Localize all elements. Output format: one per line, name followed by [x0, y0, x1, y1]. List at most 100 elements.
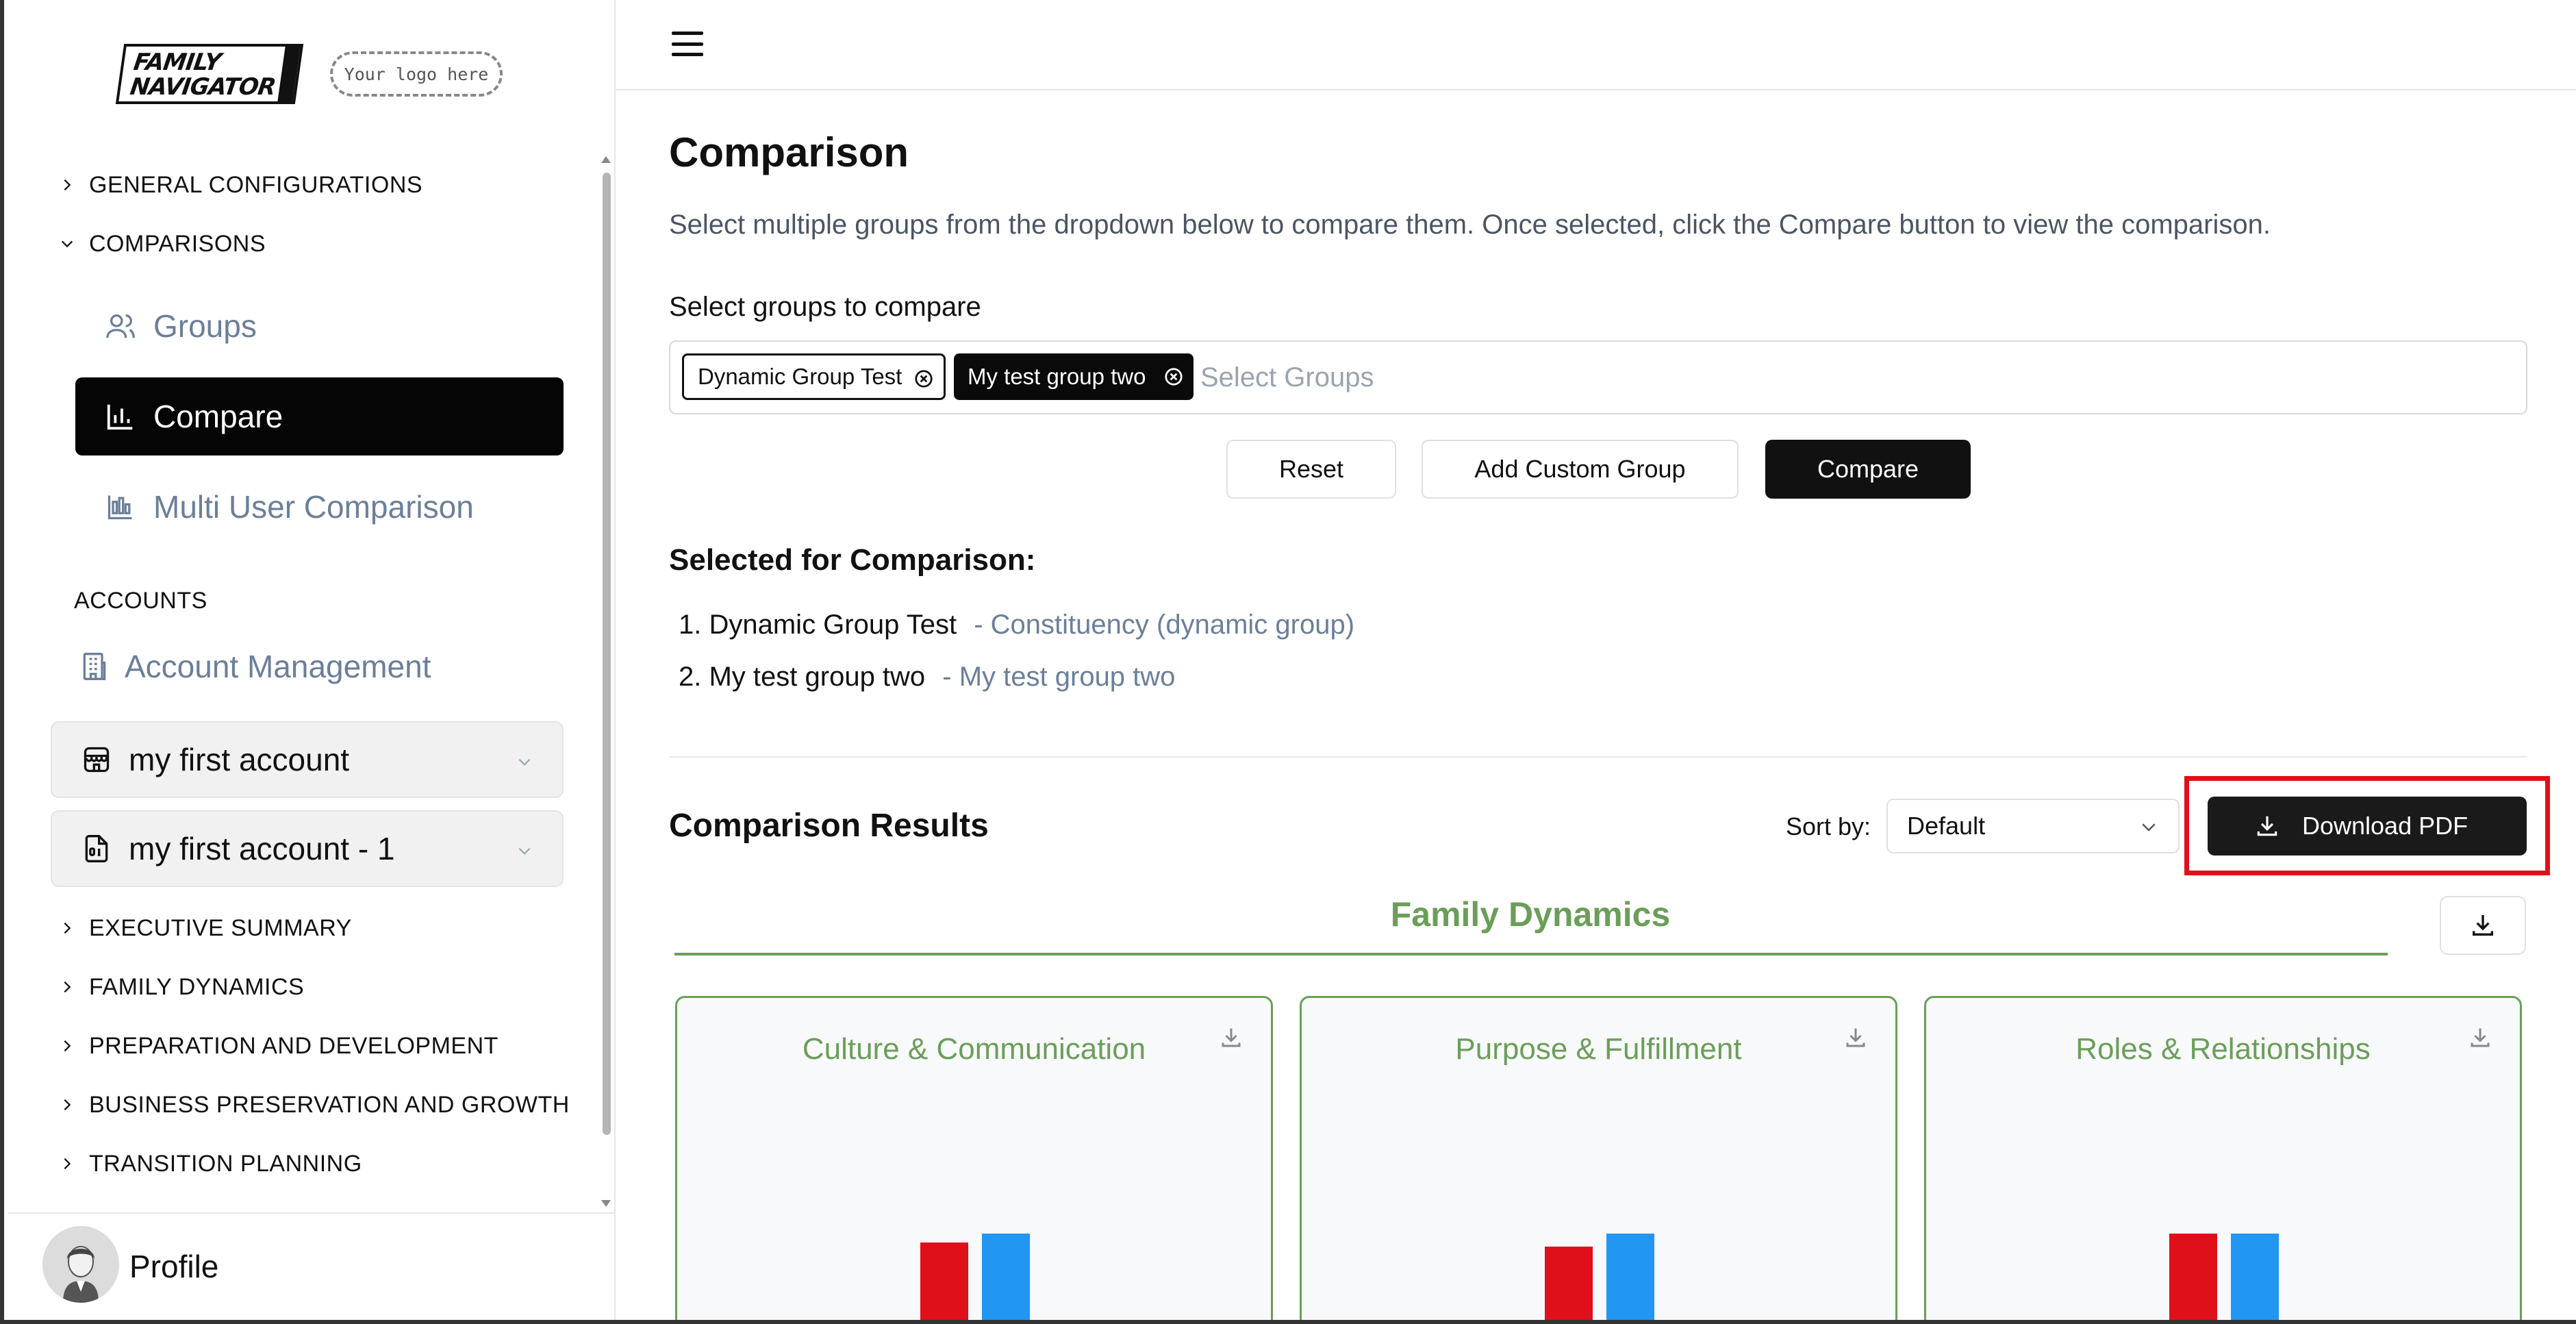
family-dynamics-title: Family Dynamics [1390, 895, 1671, 934]
chart-title: Purpose & Fulfillment [1455, 1032, 1742, 1066]
multi-chart-icon [101, 488, 140, 526]
download-icon[interactable] [1843, 1025, 1868, 1050]
chevron-down-icon [513, 839, 536, 862]
chevron-right-icon [53, 1032, 81, 1060]
selected-chip[interactable]: My test group two [954, 353, 1194, 400]
chip-label: Dynamic Group Test [698, 364, 902, 389]
sidebar-item-label: Groups [153, 308, 257, 344]
highlight-box [2184, 776, 2550, 875]
selected-chip[interactable]: Dynamic Group Test [682, 353, 946, 400]
section-general-configurations[interactable]: GENERAL CONFIGURATIONS [53, 171, 422, 199]
section-preparation-and-development[interactable]: PREPARATION AND DEVELOPMENT [53, 1032, 498, 1060]
sidebar-scrollbar[interactable] [603, 173, 611, 1135]
account-select-label: my first account - 1 [129, 831, 395, 866]
list-index: 1. [679, 610, 702, 640]
users-icon [101, 307, 140, 345]
select-groups-placeholder[interactable]: Select Groups [1200, 362, 1374, 392]
chevron-right-icon [53, 1091, 81, 1119]
sidebar-item-account-management[interactable]: Account Management [75, 647, 431, 686]
chevron-down-icon [513, 750, 536, 773]
section-label: COMPARISONS [89, 230, 266, 257]
sidebar-item-multi-user-comparison[interactable]: Multi User Comparison [75, 468, 564, 546]
group-multiselect[interactable]: Dynamic Group Test My test group two Sel… [669, 340, 2527, 414]
logo-line-2: NAVIGATOR [128, 73, 277, 101]
chip-label: My test group two [968, 364, 1146, 389]
chart-bar: 5 [2231, 1234, 2279, 1320]
chart-bar: 5 [1606, 1234, 1654, 1320]
download-icon [2257, 816, 2277, 836]
group-name: My test group two [709, 662, 926, 692]
section-label: TRANSITION PLANNING [89, 1150, 362, 1177]
logo-placeholder: Your logo here [330, 51, 503, 97]
section-transition-planning[interactable]: TRANSITION PLANNING [53, 1150, 362, 1177]
section-label: FAMILY DYNAMICS [89, 973, 305, 1000]
download-icon[interactable] [1219, 1025, 1243, 1050]
sidebar-item-groups[interactable]: Groups [75, 287, 564, 365]
page-description: Select multiple groups from the dropdown… [669, 210, 2271, 240]
section-divider [669, 756, 2527, 758]
family-dynamics-underline [674, 953, 2388, 955]
chevron-down-icon [2142, 823, 2156, 832]
chart-title: Roles & Relationships [2075, 1032, 2371, 1066]
section-comparisons[interactable]: COMPARISONS [53, 230, 266, 258]
remove-chip-icon[interactable] [1163, 366, 1184, 387]
select-groups-label: Select groups to compare [669, 292, 981, 322]
section-label: GENERAL CONFIGURATIONS [89, 171, 423, 198]
chevron-right-icon [53, 171, 81, 199]
list-item: 2. My test group two - My test group two [679, 651, 1354, 703]
download-icon[interactable] [2468, 1025, 2492, 1050]
add-custom-group-button[interactable]: Add Custom Group [1422, 440, 1739, 499]
list-item: 1. Dynamic Group Test - Constituency (dy… [679, 599, 1354, 651]
top-bar [616, 0, 2576, 90]
download-icon [2473, 915, 2493, 936]
sort-by-select[interactable]: Default [1886, 799, 2180, 853]
group-description: - My test group two [942, 662, 1176, 692]
scroll-down-arrow[interactable] [601, 1200, 611, 1207]
section-family-dynamics[interactable]: FAMILY DYNAMICS [53, 973, 304, 1001]
section-label: BUSINESS PRESERVATION AND GROWTH [89, 1091, 570, 1118]
avatar[interactable] [42, 1226, 119, 1303]
profile-name: Profile [129, 1249, 219, 1284]
account-select-1[interactable]: my first account [51, 721, 564, 798]
chevron-right-icon [53, 1150, 81, 1177]
scroll-up-arrow[interactable] [601, 156, 611, 163]
compare-button[interactable]: Compare [1765, 440, 1971, 499]
selected-groups-list: 1. Dynamic Group Test - Constituency (dy… [679, 599, 1354, 703]
selected-for-comparison-title: Selected for Comparison: [669, 543, 1036, 577]
logo-line-1: FAMILY [131, 49, 223, 76]
sidebar-item-compare[interactable]: Compare [75, 377, 564, 455]
sidebar-item-label: Multi User Comparison [153, 489, 474, 525]
chevron-right-icon [53, 973, 81, 1001]
list-index: 2. [679, 662, 702, 692]
file-binary-icon [78, 830, 115, 867]
hamburger-menu-icon[interactable] [672, 32, 703, 56]
sort-by-value: Default [1907, 812, 1986, 840]
sidebar-item-label: Compare [153, 399, 283, 434]
bar-chart-icon [101, 397, 140, 436]
store-icon [78, 741, 115, 778]
building-icon [75, 647, 114, 686]
download-pdf-button[interactable]: Download PDF [2208, 797, 2527, 855]
group-description: - Constituency (dynamic group) [974, 610, 1355, 640]
profile-footer[interactable]: Profile [8, 1212, 614, 1320]
chart-bar [920, 1242, 968, 1320]
account-select-2[interactable]: my first account - 1 [51, 810, 564, 887]
section-label: PREPARATION AND DEVELOPMENT [89, 1032, 498, 1059]
comparison-results-title: Comparison Results [669, 808, 989, 844]
section-business-preservation-and-growth[interactable]: BUSINESS PRESERVATION AND GROWTH [53, 1091, 570, 1119]
reset-button[interactable]: Reset [1226, 440, 1396, 499]
page-title: Comparison [669, 129, 909, 175]
section-download-button[interactable] [2440, 896, 2526, 955]
sidebar: FAMILY NAVIGATOR Your logo here GENERAL … [8, 0, 616, 1320]
logo-area: FAMILY NAVIGATOR Your logo here [115, 44, 503, 104]
download-pdf-label: Download PDF [2302, 812, 2468, 840]
chevron-down-icon [53, 230, 81, 258]
account-management-label: Account Management [125, 649, 431, 684]
section-executive-summary[interactable]: EXECUTIVE SUMMARY [53, 914, 352, 942]
family-navigator-logo: FAMILY NAVIGATOR [115, 44, 304, 104]
group-name: Dynamic Group Test [709, 610, 957, 640]
remove-chip-icon[interactable] [913, 369, 934, 389]
account-select-label: my first account [129, 742, 350, 777]
section-label: EXECUTIVE SUMMARY [89, 914, 352, 941]
